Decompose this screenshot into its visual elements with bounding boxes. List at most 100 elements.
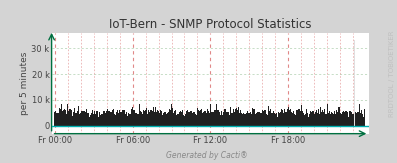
Bar <box>146 108 147 126</box>
Bar <box>204 111 206 126</box>
Bar <box>148 110 149 126</box>
Bar <box>64 109 65 126</box>
Bar <box>254 109 255 126</box>
Bar <box>67 104 68 126</box>
Bar <box>200 111 201 126</box>
Bar <box>160 110 161 126</box>
Bar <box>101 114 102 126</box>
Bar <box>73 112 74 126</box>
Bar <box>360 113 361 126</box>
Bar <box>122 110 123 126</box>
Text: RRDTOOL / TOBIOETIKER: RRDTOOL / TOBIOETIKER <box>389 30 395 117</box>
Bar <box>197 108 198 126</box>
Bar <box>347 112 348 126</box>
Bar <box>243 113 245 126</box>
Bar <box>296 110 297 126</box>
Bar <box>329 111 330 126</box>
Bar <box>216 104 218 126</box>
Bar <box>358 112 359 126</box>
Bar <box>294 114 295 126</box>
Bar <box>62 111 63 126</box>
Bar <box>112 110 113 126</box>
Bar <box>255 114 256 126</box>
Bar <box>206 109 208 126</box>
Bar <box>303 113 304 126</box>
Bar <box>257 112 258 126</box>
Bar <box>54 112 56 126</box>
Bar <box>150 110 152 126</box>
Bar <box>252 108 253 126</box>
Bar <box>147 114 148 126</box>
Bar <box>274 113 275 126</box>
Bar <box>361 110 362 126</box>
Bar <box>336 110 337 126</box>
Bar <box>214 110 215 126</box>
Bar <box>169 109 170 126</box>
Title: IoT-Bern - SNMP Protocol Statistics: IoT-Bern - SNMP Protocol Statistics <box>109 18 312 31</box>
Bar <box>261 113 262 126</box>
Bar <box>251 114 252 126</box>
Bar <box>110 112 112 126</box>
Bar <box>312 111 314 126</box>
Bar <box>108 111 110 126</box>
Bar <box>186 111 187 126</box>
Bar <box>179 111 181 126</box>
Bar <box>272 111 274 126</box>
Bar <box>355 112 356 126</box>
Bar <box>221 111 222 126</box>
Bar <box>194 112 195 126</box>
Bar <box>164 112 166 126</box>
Bar <box>188 112 189 126</box>
Bar <box>256 113 257 126</box>
Bar <box>79 114 80 126</box>
Bar <box>143 110 144 126</box>
Bar <box>141 111 142 126</box>
Bar <box>345 111 346 126</box>
Bar <box>172 108 173 126</box>
Bar <box>107 109 108 126</box>
Bar <box>121 111 122 126</box>
Bar <box>242 114 243 126</box>
Bar <box>103 111 104 126</box>
Bar <box>263 111 264 126</box>
Bar <box>90 116 91 126</box>
Bar <box>307 113 308 126</box>
Bar <box>314 114 315 126</box>
Bar <box>134 110 135 126</box>
Bar <box>152 107 154 126</box>
Bar <box>123 110 125 126</box>
Bar <box>201 109 202 126</box>
Bar <box>113 109 114 126</box>
Bar <box>233 109 234 126</box>
Bar <box>104 111 105 126</box>
Bar <box>281 109 282 126</box>
Bar <box>301 105 302 126</box>
Bar <box>310 111 311 126</box>
Bar <box>78 106 79 126</box>
Bar <box>237 110 238 126</box>
Bar <box>230 107 231 126</box>
Bar <box>346 111 347 126</box>
Bar <box>127 116 128 126</box>
Bar <box>168 112 169 126</box>
Bar <box>131 109 132 126</box>
Bar <box>326 114 327 126</box>
Bar <box>322 110 323 126</box>
Bar <box>321 112 322 126</box>
Bar <box>320 106 321 126</box>
Bar <box>241 113 242 126</box>
Bar <box>115 115 116 126</box>
Bar <box>262 110 263 126</box>
Bar <box>357 112 358 126</box>
Bar <box>228 112 229 126</box>
Bar <box>81 111 83 126</box>
Bar <box>349 111 350 126</box>
Bar <box>157 110 158 126</box>
Bar <box>280 112 281 126</box>
Bar <box>250 112 251 126</box>
Bar <box>88 113 89 126</box>
Bar <box>203 112 204 126</box>
Bar <box>170 110 171 126</box>
Bar <box>364 109 365 126</box>
Bar <box>92 111 93 126</box>
